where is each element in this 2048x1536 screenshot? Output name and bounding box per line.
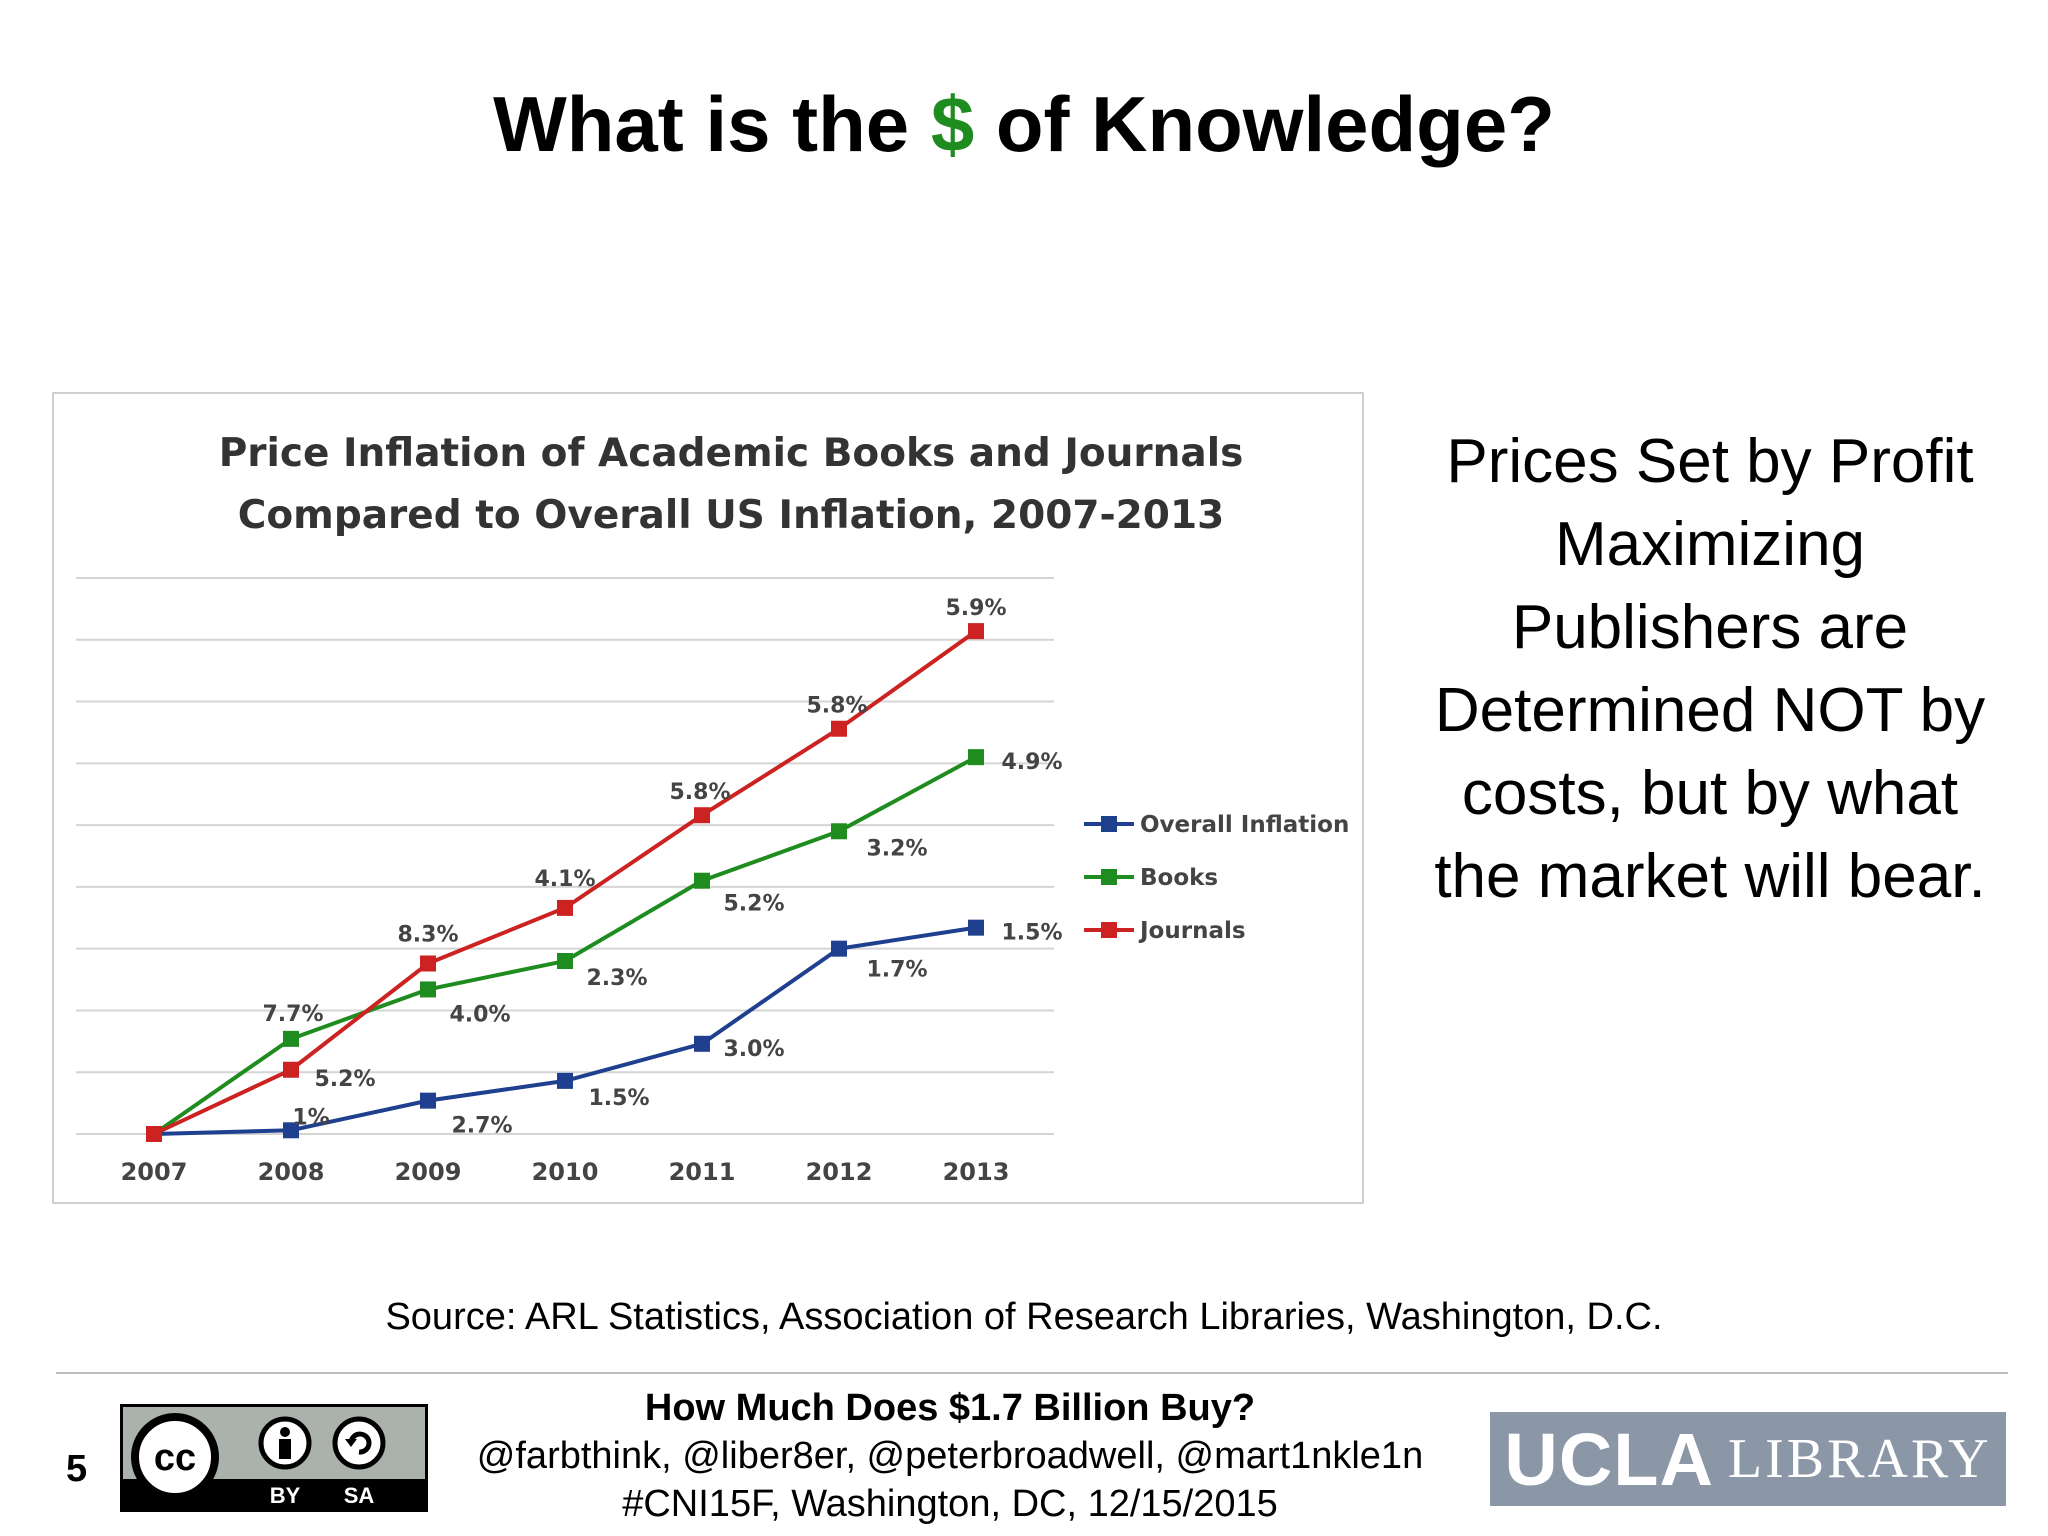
overall-inflation-data-point	[420, 1092, 436, 1109]
books-data-label: 7.7%	[262, 1002, 323, 1027]
books-data-point	[420, 981, 436, 998]
x-tick-label: 2008	[258, 1158, 325, 1186]
books-data-point	[968, 749, 984, 766]
books-data-point	[557, 953, 573, 970]
overall-inflation-data-label: 1.7%	[866, 958, 927, 983]
journals-data-label: 5.8%	[806, 694, 867, 719]
x-tick-label: 2007	[121, 1158, 188, 1186]
journals-data-point	[694, 807, 710, 824]
books-data-point	[694, 872, 710, 889]
x-tick-label: 2009	[395, 1158, 462, 1186]
cc-icon	[131, 1413, 219, 1501]
overall-inflation-data-label: 1.5%	[1001, 921, 1062, 946]
x-tick-label: 2011	[669, 1158, 736, 1186]
overall-inflation-data-point	[968, 919, 984, 936]
footer-event: #CNI15F, Washington, DC, 12/15/2015	[622, 1483, 1278, 1525]
overall-inflation-data-point	[557, 1072, 573, 1089]
footer-authors: @farbthink, @liber8er, @peterbroadwell, …	[476, 1435, 1424, 1477]
journals-data-point	[831, 720, 847, 737]
license-by-label: BY	[270, 1483, 301, 1508]
cc-by-sa-license-badge[interactable]: cc BY SA	[120, 1404, 428, 1512]
title-dollar-sign: $	[930, 80, 975, 168]
journals-data-label: 5.2%	[314, 1067, 375, 1092]
overall-inflation-legend-swatch-marker	[1101, 816, 1117, 832]
journals-data-point	[968, 623, 984, 640]
overall-inflation-data-label: 3.0%	[723, 1037, 784, 1062]
journals-data-label: 5.9%	[945, 596, 1006, 621]
footer-credits: How Much Does $1.7 Billion Buy? @farbthi…	[420, 1384, 1480, 1528]
books-data-label: 4.0%	[449, 1002, 510, 1027]
overall-inflation-data-point	[694, 1035, 710, 1052]
chart-frame: 1% 2.7% 1.5% 3.0% 1.7% 1.5% 7.7% 4.0% 2.3% 5.2% 3.…	[52, 392, 1364, 1204]
footer-divider	[56, 1372, 2008, 1374]
books-data-label: 4.9%	[1001, 750, 1062, 775]
books-data-point	[283, 1030, 299, 1047]
books-data-label: 2.3%	[586, 966, 647, 991]
x-tick-label: 2012	[806, 1158, 873, 1186]
share-alike-icon	[332, 1416, 386, 1470]
books-legend-label: Books	[1140, 865, 1218, 891]
overall-inflation-data-label: 2.7%	[451, 1114, 512, 1139]
slide-number: 5	[66, 1448, 88, 1490]
journals-legend-label: Journals	[1138, 918, 1246, 944]
journals-data-label: 8.3%	[397, 922, 458, 947]
ucla-logo-word: UCLA	[1504, 1417, 1714, 1501]
title-text-after: of Knowledge?	[974, 80, 1555, 168]
x-tick-label: 2013	[943, 1158, 1010, 1186]
overall-inflation-data-point	[831, 940, 847, 957]
books-data-point	[831, 823, 847, 840]
chart-subtitle: Compared to Overall US Inflation, 2007-2…	[238, 493, 1224, 538]
source-citation: Source: ARL Statistics, Association of R…	[385, 1296, 1663, 1338]
journals-legend-swatch-marker	[1101, 922, 1117, 938]
inflation-line-chart: 1% 2.7% 1.5% 3.0% 1.7% 1.5% 7.7% 4.0% 2.3% 5.2% 3.…	[76, 431, 1349, 1186]
overall-inflation-data-label: 1.5%	[588, 1086, 649, 1111]
side-statement: Prices Set by Profit Maximizing Publishe…	[1434, 427, 1986, 911]
title-text-before: What is the	[493, 80, 931, 168]
journals-data-label: 4.1%	[534, 867, 595, 892]
journals-data-label: 5.8%	[669, 780, 730, 805]
journals-data-point	[557, 899, 573, 916]
library-logo-word: LIBRARY	[1727, 1428, 1992, 1490]
books-legend-swatch-marker	[1101, 869, 1117, 885]
books-data-label: 3.2%	[866, 836, 927, 861]
ucla-library-logo: UCLA LIBRARY	[1490, 1412, 2006, 1506]
slide-title: What is the $ of Knowledge?	[0, 80, 2048, 168]
chart-title: Price Inflation of Academic Books and Jo…	[219, 431, 1244, 476]
journals-data-point	[146, 1126, 162, 1142]
overall-inflation-data-label: 1%	[292, 1105, 329, 1130]
license-sa-label: SA	[344, 1483, 375, 1508]
books-data-label: 5.2%	[723, 892, 784, 917]
overall-inflation-data-point	[283, 1122, 299, 1139]
overall-inflation-legend-label: Overall Inflation	[1140, 812, 1349, 838]
cc-icon-text: cc	[154, 1437, 196, 1479]
journals-data-point	[420, 955, 436, 972]
journals-data-point	[283, 1061, 299, 1078]
footer-talk-title: How Much Does $1.7 Billion Buy?	[644, 1387, 1256, 1429]
x-tick-label: 2010	[532, 1158, 599, 1186]
